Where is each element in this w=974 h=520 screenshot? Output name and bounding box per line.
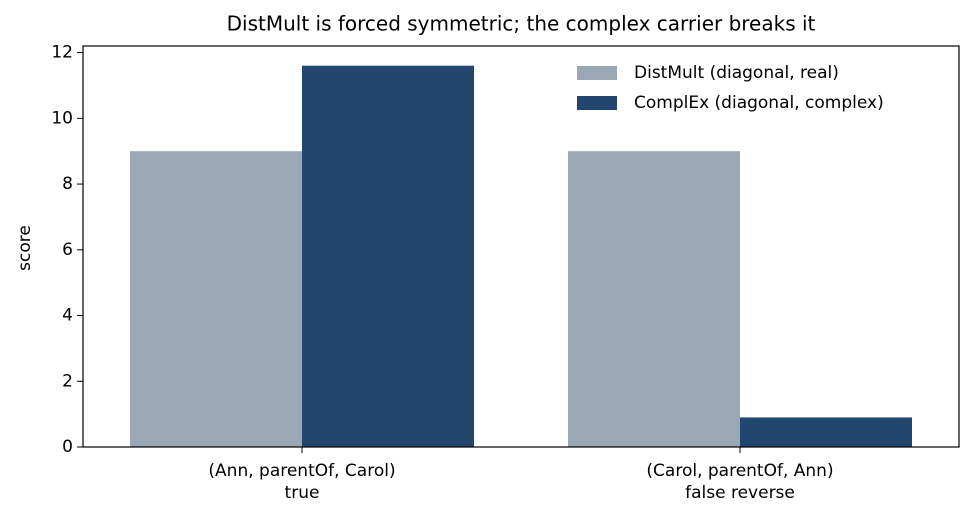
x-tick-label: (Ann, parentOf, Carol) true	[208, 461, 396, 503]
y-tick-label: 2	[62, 371, 73, 391]
bar	[568, 151, 740, 447]
chart-title: DistMult is forced symmetric; the comple…	[227, 12, 816, 36]
legend-label: ComplEx (diagonal, complex)	[634, 93, 884, 113]
y-tick-label: 8	[62, 174, 73, 194]
x-tick-label: (Carol, parentOf, Ann) false reverse	[646, 461, 834, 503]
y-tick-label: 12	[51, 43, 73, 63]
legend-swatch	[577, 96, 617, 110]
bar	[130, 151, 302, 447]
legend-swatch	[577, 66, 617, 80]
y-axis-label: score	[15, 225, 35, 271]
axes-frame	[82, 45, 960, 448]
y-tick-label: 6	[62, 240, 73, 260]
bar	[302, 65, 474, 447]
y-tick-label: 0	[62, 437, 73, 457]
y-tick-label: 4	[62, 306, 73, 326]
bar	[740, 417, 912, 447]
legend-label: DistMult (diagonal, real)	[634, 63, 839, 83]
y-tick-label: 10	[51, 108, 73, 128]
